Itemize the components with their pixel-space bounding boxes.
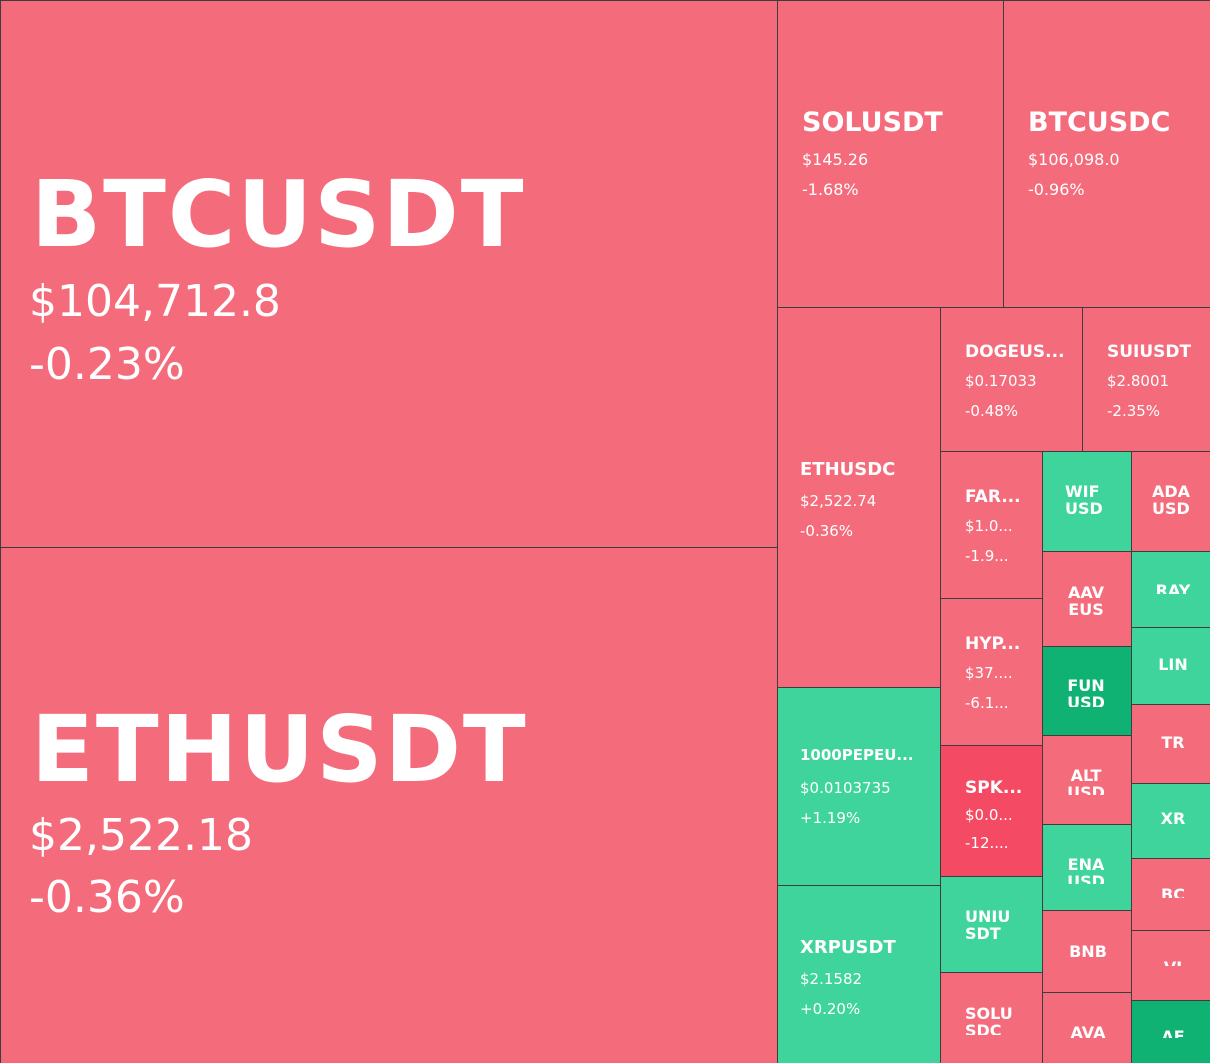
tile-solusdt[interactable]: SOLUSDT $145.26 -1.68%: [777, 0, 1004, 308]
tile-change: -6.1...: [965, 694, 1009, 712]
tile-symbol: LIN: [1158, 656, 1188, 674]
tile-change: +0.20%: [800, 1000, 861, 1018]
tile-change: -0.36%: [800, 522, 854, 540]
tile-funusdt[interactable]: FUNUSD: [1042, 646, 1132, 736]
tile-price: $2,522.74: [800, 492, 877, 510]
tile-tr[interactable]: TR: [1131, 704, 1210, 784]
tile-symbol: XRPUSDT: [800, 937, 896, 958]
tile-symbol: XR: [1160, 810, 1186, 828]
tile-symbol: UNIUSDT: [965, 908, 1011, 943]
tile-symbol: VI: [1150, 959, 1196, 966]
tile-uniusdt[interactable]: UNIUSDT: [940, 876, 1043, 973]
tile-price: $1.0...: [965, 517, 1013, 535]
tile-btcusdc[interactable]: BTCUSDC $106,098.0 -0.96%: [1003, 0, 1210, 308]
tile-price: $2.1582: [800, 970, 863, 988]
tile-aaveusdt[interactable]: AAVEUS: [1042, 551, 1132, 647]
tile-ethusdt[interactable]: ETHUSDT $2,522.18 -0.36%: [0, 547, 778, 1063]
tile-symbol: SPK...: [965, 778, 1023, 798]
tile-change: -0.96%: [1028, 180, 1085, 199]
tile-xrpusdt[interactable]: XRPUSDT $2.1582 +0.20%: [777, 885, 941, 1063]
tile-change: -0.23%: [29, 339, 185, 390]
tile-enausdt[interactable]: ENAUSD: [1042, 824, 1132, 911]
tile-symbol: SOLUSDT: [802, 107, 943, 138]
tile-symbol: BNB: [1069, 943, 1107, 961]
tile-change: -12....: [965, 834, 1009, 852]
tile-lin[interactable]: LIN: [1131, 627, 1210, 705]
tile-symbol: WIFUSD: [1065, 483, 1103, 518]
tile-solusdc[interactable]: SOLUSDC: [940, 972, 1043, 1063]
tile-price: $0.0103735: [800, 779, 891, 797]
tile-xr[interactable]: XR: [1131, 783, 1210, 859]
tile-hyp[interactable]: HYP... $37.... -6.1...: [940, 598, 1043, 746]
tile-price: $0.0...: [965, 806, 1013, 824]
tile-change: +1.19%: [800, 809, 861, 827]
tile-price: $2.8001: [1107, 372, 1170, 390]
tile-price: $104,712.8: [29, 276, 281, 327]
tile-symbol: ETHUSDC: [800, 459, 896, 480]
tile-btcusdt[interactable]: BTCUSDT $104,712.8 -0.23%: [0, 0, 778, 548]
tile-symbol: AAVEUS: [1067, 584, 1105, 619]
tile-symbol: AVA: [1070, 1024, 1106, 1038]
tile-bc[interactable]: BC: [1131, 858, 1210, 931]
tile-symbol: AE: [1161, 1028, 1185, 1038]
tile-far[interactable]: FAR... $1.0... -1.9...: [940, 451, 1043, 599]
tile-bnb[interactable]: BNB: [1042, 910, 1132, 993]
tile-adausd[interactable]: ADAUSD: [1131, 451, 1210, 552]
tile-symbol: TR: [1161, 734, 1185, 752]
tile-price: $2,522.18: [29, 810, 253, 861]
tile-symbol: SUIUSDT: [1107, 342, 1192, 362]
tile-change: -2.35%: [1107, 402, 1161, 420]
tile-symbol: FAR...: [965, 487, 1021, 507]
tile-ava[interactable]: AVA: [1042, 992, 1132, 1063]
tile-symbol: ETHUSDT: [31, 696, 528, 803]
tile-price: $145.26: [802, 150, 869, 169]
tile-symbol: RAY: [1155, 582, 1191, 594]
tile-symbol: BC: [1161, 886, 1185, 898]
tile-ae[interactable]: AE: [1131, 1000, 1210, 1063]
tile-price: $37....: [965, 664, 1013, 682]
tile-vi[interactable]: VI: [1131, 930, 1210, 1001]
tile-wifusd[interactable]: WIFUSD: [1042, 451, 1132, 552]
tile-suiusdt[interactable]: SUIUSDT $2.8001 -2.35%: [1082, 307, 1210, 452]
tile-change: -0.36%: [29, 872, 185, 923]
tile-symbol: 1000PEPEU...: [800, 746, 914, 764]
tile-symbol: HYP...: [965, 634, 1021, 654]
tile-change: -0.48%: [965, 402, 1019, 420]
tile-dogeusdt[interactable]: DOGEUS... $0.17033 -0.48%: [940, 307, 1083, 452]
tile-symbol: FUNUSD: [1067, 677, 1105, 707]
tile-change: -1.68%: [802, 180, 859, 199]
tile-symbol: BTCUSDT: [31, 161, 526, 268]
tile-symbol: ALTUSD: [1067, 767, 1105, 795]
tile-symbol: DOGEUS...: [965, 342, 1065, 362]
tile-symbol: SOLUSDC: [965, 1005, 1013, 1035]
tile-price: $0.17033: [965, 372, 1037, 390]
tile-ray[interactable]: RAY: [1131, 551, 1210, 628]
tile-1000pepeusdt[interactable]: 1000PEPEU... $0.0103735 +1.19%: [777, 687, 941, 886]
tile-symbol: BTCUSDC: [1028, 107, 1171, 138]
tile-spk[interactable]: SPK... $0.0... -12....: [940, 745, 1043, 877]
tile-change: -1.9...: [965, 547, 1009, 565]
tile-symbol: ENAUSD: [1067, 856, 1105, 884]
tile-price: $106,098.0: [1028, 150, 1120, 169]
tile-symbol: ADAUSD: [1152, 483, 1191, 518]
tile-altusdt[interactable]: ALTUSD: [1042, 735, 1132, 825]
tile-ethusdc[interactable]: ETHUSDC $2,522.74 -0.36%: [777, 307, 941, 688]
